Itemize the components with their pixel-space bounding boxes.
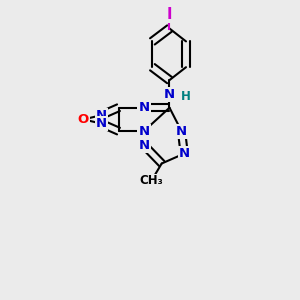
- Text: N: N: [138, 124, 150, 138]
- Text: CH₃: CH₃: [140, 174, 164, 187]
- Text: N: N: [164, 88, 175, 101]
- Text: N: N: [96, 117, 107, 130]
- Text: H: H: [181, 90, 190, 104]
- Text: I: I: [167, 7, 172, 22]
- Text: N: N: [138, 101, 150, 114]
- Text: N: N: [178, 147, 190, 160]
- Text: N: N: [96, 109, 107, 122]
- Text: N: N: [138, 139, 150, 152]
- Text: N: N: [176, 124, 187, 138]
- Text: O: O: [78, 113, 89, 126]
